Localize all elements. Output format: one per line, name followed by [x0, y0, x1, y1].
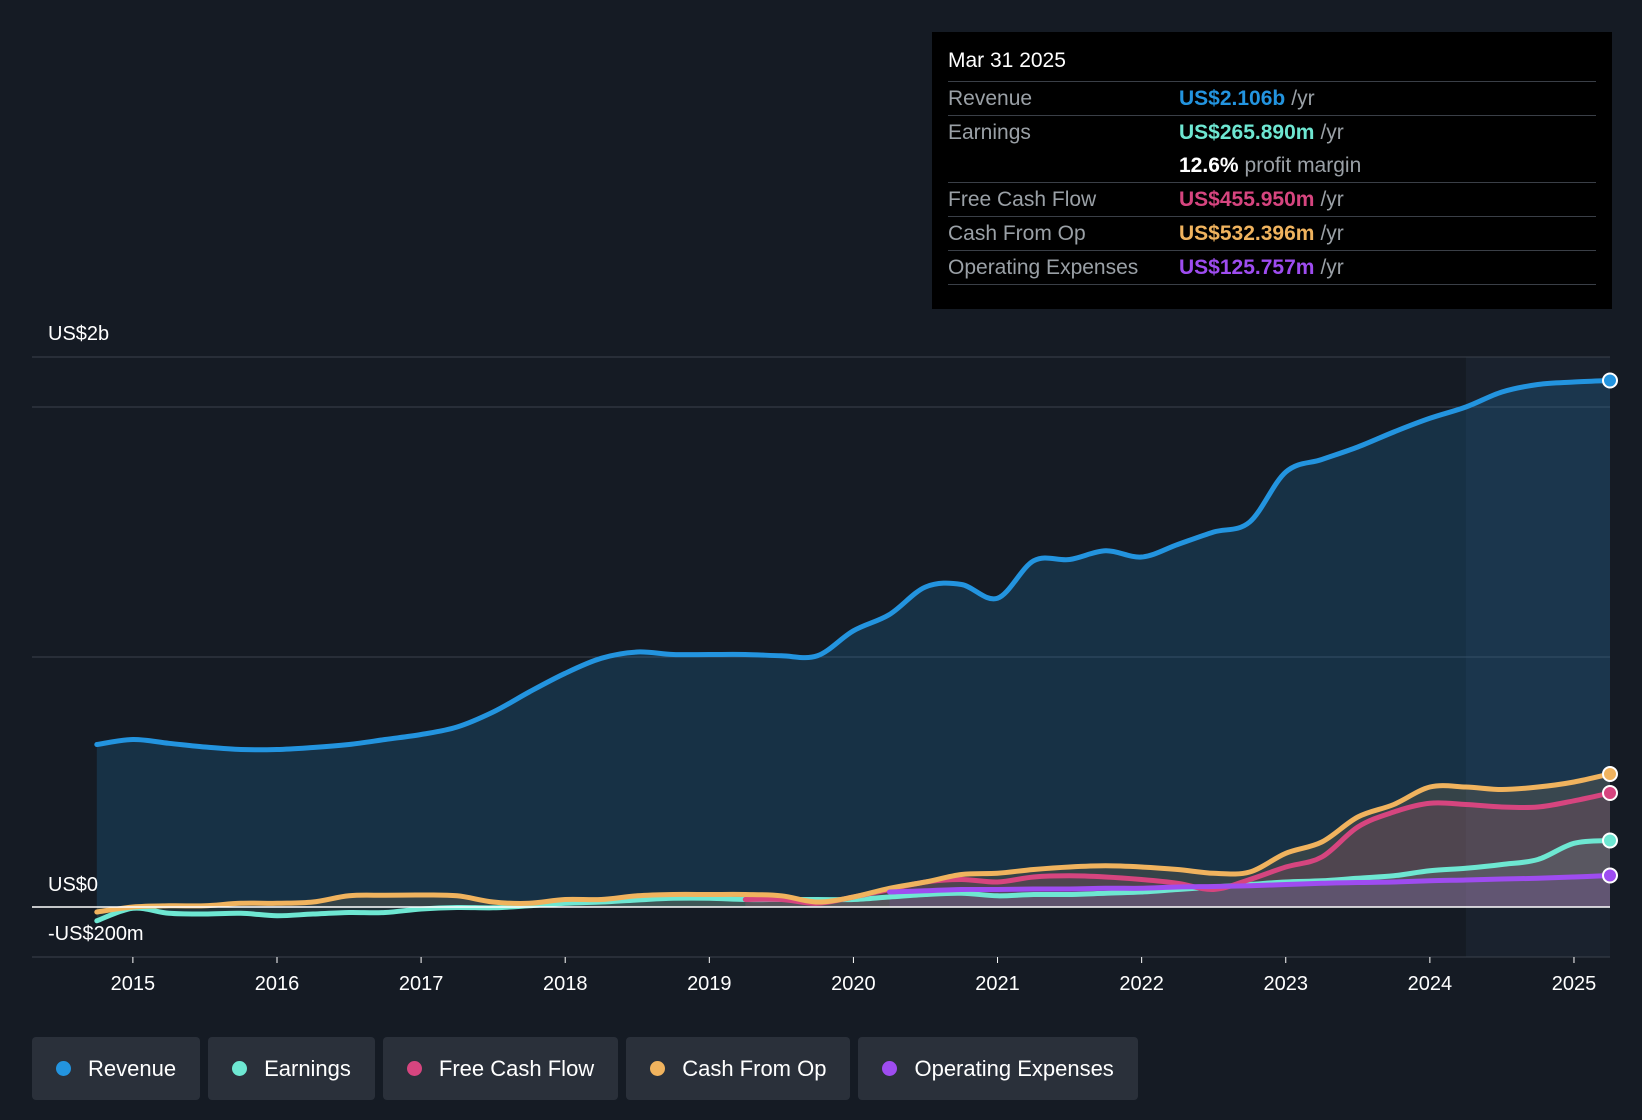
- tooltip-date: Mar 31 2025: [948, 46, 1596, 82]
- x-tick-label: 2022: [1119, 973, 1164, 995]
- x-tick-label: 2018: [543, 973, 588, 995]
- area-operating-expenses: [889, 875, 1610, 907]
- area-free-cash-flow: [745, 793, 1610, 907]
- x-tick-label: 2016: [255, 973, 300, 995]
- x-tick-label: 2017: [399, 973, 444, 995]
- legend-dot-icon: [650, 1061, 666, 1076]
- legend-dot-icon: [882, 1061, 898, 1076]
- legend: Revenue Earnings Free Cash Flow Cash Fro…: [32, 1037, 1138, 1100]
- tooltip-label: [948, 149, 1179, 182]
- end-dot-revenue: [1602, 372, 1618, 389]
- legend-label: Cash From Op: [682, 1055, 827, 1081]
- legend-item-cash-from-op[interactable]: Cash From Op: [626, 1037, 851, 1100]
- legend-item-revenue[interactable]: Revenue: [32, 1037, 201, 1100]
- tooltip-value: US$455.950m: [1179, 188, 1315, 211]
- x-axis-ticks: 2015 2016 2017 2018 2019 2020 2021 2022 2023 2024…: [111, 957, 1597, 995]
- tooltip-value: 12.6%: [1179, 154, 1239, 177]
- grid-lines: [32, 356, 1610, 958]
- series-end-dots: [1602, 372, 1618, 884]
- x-tick-label: 2024: [1408, 973, 1453, 995]
- tooltip-unit: /yr: [1320, 188, 1344, 211]
- tooltip-row-cash-from-op: Cash From Op US$532.396m /yr: [948, 217, 1596, 251]
- series-lines: [94, 378, 1613, 924]
- tooltip-unit: /yr: [1320, 121, 1344, 144]
- legend-item-free-cash-flow[interactable]: Free Cash Flow: [382, 1037, 619, 1100]
- tooltip-unit: /yr: [1320, 222, 1344, 245]
- tooltip-value: US$265.890m: [1179, 121, 1315, 144]
- legend-label: Operating Expenses: [914, 1055, 1114, 1081]
- x-tick-label: 2025: [1552, 973, 1597, 995]
- tooltip-value: US$125.757m: [1179, 256, 1315, 279]
- area-earnings: [96, 840, 1610, 921]
- y-label-bottom: -US$200m: [48, 923, 144, 945]
- tooltip-unit: profit margin: [1244, 154, 1362, 177]
- y-axis-labels: US$2b US$0 -US$200m: [48, 323, 144, 945]
- x-tick-label: 2020: [831, 973, 876, 995]
- tooltip-row-free-cash-flow: Free Cash Flow US$455.950m /yr: [948, 183, 1596, 217]
- legend-label: Revenue: [88, 1055, 177, 1081]
- line-operating-expenses: [887, 873, 1613, 895]
- series-areas: [96, 380, 1610, 921]
- tooltip-label: Cash From Op: [948, 222, 1086, 245]
- legend-label: Free Cash Flow: [438, 1055, 595, 1081]
- tooltip-label: Free Cash Flow: [948, 188, 1097, 211]
- legend-dot-icon: [56, 1061, 71, 1076]
- legend-item-earnings[interactable]: Earnings: [208, 1037, 375, 1100]
- tooltip-row-profit-margin: 12.6% profit margin: [948, 149, 1596, 183]
- legend-label: Earnings: [264, 1055, 351, 1081]
- legend-dot-icon: [232, 1061, 248, 1076]
- line-revenue: [94, 378, 1613, 753]
- y-label-zero: US$0: [48, 874, 98, 896]
- end-dot-operating-expenses: [1602, 867, 1618, 884]
- y-label-top: US$2b: [48, 323, 109, 345]
- tooltip-row-earnings: Earnings US$265.890m /yr: [948, 116, 1596, 149]
- tooltip-value: US$532.396m: [1179, 222, 1315, 245]
- tooltip-unit: /yr: [1320, 256, 1344, 279]
- x-tick-label: 2019: [687, 973, 732, 995]
- line-cash-from-op: [94, 771, 1613, 915]
- legend-item-operating-expenses[interactable]: Operating Expenses: [858, 1037, 1138, 1100]
- area-cash-from-op: [96, 774, 1610, 912]
- x-tick-label: 2015: [111, 973, 156, 995]
- tooltip-value: US$2.106b: [1179, 87, 1286, 110]
- legend-dot-icon: [406, 1061, 422, 1076]
- end-dot-free-cash-flow: [1602, 785, 1618, 801]
- tooltip-label: Earnings: [948, 121, 1031, 144]
- x-tick-label: 2021: [975, 973, 1020, 995]
- end-dot-earnings: [1602, 832, 1618, 849]
- area-revenue: [96, 380, 1610, 907]
- tooltip-row-operating-expenses: Operating Expenses US$125.757m /yr: [948, 251, 1596, 285]
- tooltip-unit: /yr: [1291, 87, 1315, 110]
- tooltip-label: Revenue: [948, 87, 1033, 110]
- tooltip-label: Operating Expenses: [948, 256, 1139, 279]
- tooltip-panel: Mar 31 2025 Revenue US$2.106b /yr Earnin…: [932, 32, 1612, 309]
- x-tick-label: 2023: [1264, 973, 1309, 995]
- end-dot-cash-from-op: [1602, 766, 1618, 782]
- tooltip-row-revenue: Revenue US$2.106b /yr: [948, 82, 1596, 116]
